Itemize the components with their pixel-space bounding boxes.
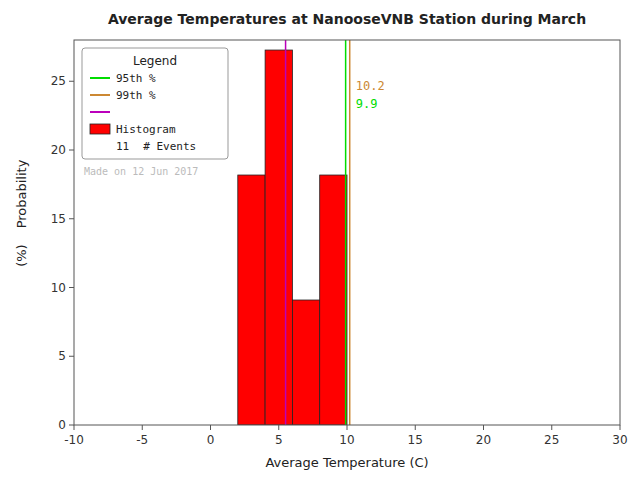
- x-tick-label: -5: [136, 433, 148, 447]
- annotation: Made on 12 Jun 2017: [84, 166, 198, 177]
- x-tick-label: -10: [64, 433, 84, 447]
- legend-swatch: [90, 94, 110, 96]
- legend-swatch: [90, 77, 110, 79]
- y-tick-label: 5: [58, 349, 66, 363]
- x-tick-label: 25: [544, 433, 559, 447]
- y-tick: [69, 218, 74, 219]
- legend-label: 95th %: [116, 72, 156, 85]
- x-tick-label: 10: [339, 433, 354, 447]
- plot-frame: [74, 40, 620, 425]
- x-tick: [74, 425, 75, 430]
- legend-swatch: [90, 124, 110, 134]
- histogram-bar: [265, 50, 292, 425]
- histogram-bar: [238, 175, 265, 425]
- percentile-label: 10.2: [356, 79, 385, 93]
- legend-events: 11 # Events: [116, 140, 196, 153]
- y-tick-label: 20: [51, 143, 66, 157]
- y-axis-label: (%): [14, 244, 29, 267]
- y-tick-label: 25: [51, 74, 66, 88]
- x-tick: [210, 425, 211, 430]
- y-tick: [69, 81, 74, 82]
- percentile-line: [285, 40, 287, 425]
- legend-box: [82, 48, 228, 159]
- y-tick: [69, 425, 74, 426]
- histogram-bar: [320, 175, 347, 425]
- histogram-bar: [292, 300, 319, 425]
- event-count: 11: [116, 140, 129, 153]
- percentile-label: 9.9: [356, 97, 378, 111]
- x-tick-label: 20: [476, 433, 491, 447]
- x-tick: [415, 425, 416, 430]
- legend: Legend 95th % 99th % Histogram 11 # Events: [82, 48, 228, 159]
- legend-title: Legend: [133, 54, 177, 68]
- x-tick-label: 15: [408, 433, 423, 447]
- x-tick: [620, 425, 621, 430]
- x-tick-label: 0: [207, 433, 215, 447]
- event-label: # Events: [143, 140, 196, 153]
- x-tick: [483, 425, 484, 430]
- chart-container: -10 -5 0 5 10 15 20 25 30 0 5 10 15 20 25 10.2 9.9 Averag…: [0, 0, 640, 480]
- percentile-line: [349, 40, 351, 425]
- x-tick: [347, 425, 348, 430]
- y-tick-label: 0: [58, 418, 66, 432]
- background: [0, 0, 640, 480]
- y-tick: [69, 287, 74, 288]
- x-axis-label: Average Temperature (C): [265, 455, 428, 470]
- legend-swatch: [90, 111, 110, 113]
- legend-label: Histogram: [116, 123, 176, 136]
- chart: -10 -5 0 5 10 15 20 25 30 0 5 10 15 20 25 10.2 9.9 Averag…: [0, 0, 640, 480]
- plot-area: [238, 40, 350, 425]
- x-tick: [551, 425, 552, 430]
- y-tick: [69, 150, 74, 151]
- legend-label: 99th %: [116, 89, 156, 102]
- x-tick: [278, 425, 279, 430]
- title: Average Temperatures at NanooseVNB Stati…: [108, 11, 586, 27]
- x-tick-label: 5: [275, 433, 283, 447]
- percentile-line: [345, 40, 347, 425]
- y-tick-label: 15: [51, 212, 66, 226]
- y-tick-label: 10: [51, 281, 66, 295]
- y-tick: [69, 356, 74, 357]
- y-axis-label: Probability: [14, 159, 29, 228]
- x-tick: [142, 425, 143, 430]
- x-tick-label: 30: [612, 433, 627, 447]
